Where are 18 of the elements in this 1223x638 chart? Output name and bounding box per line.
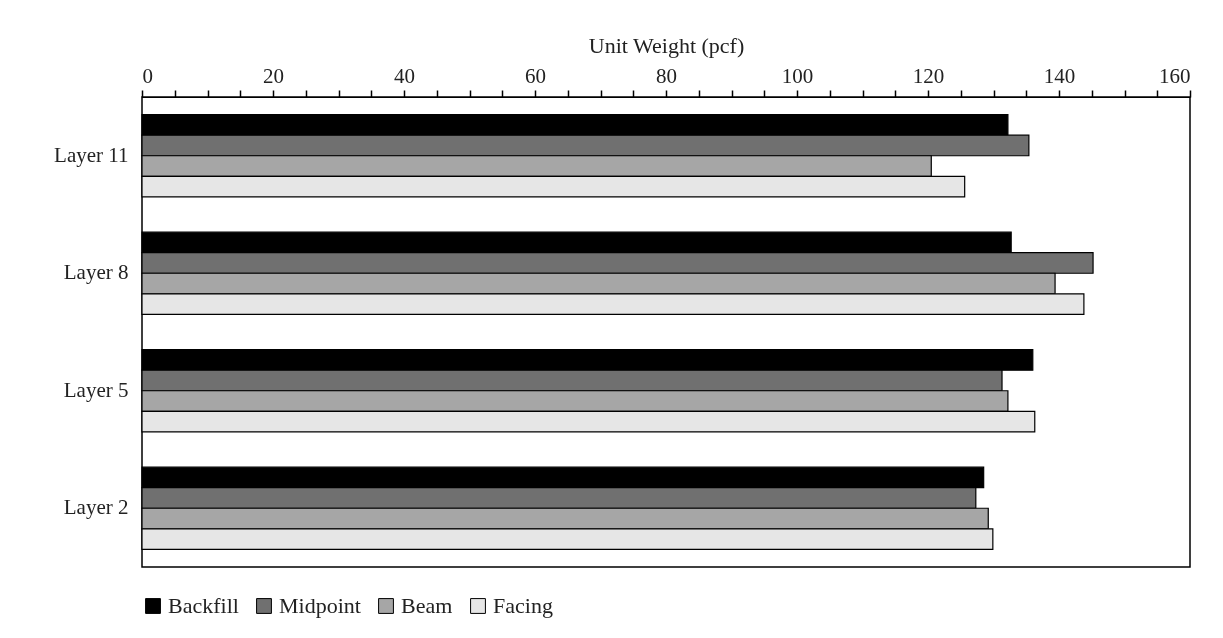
x-tick-label: 80	[656, 63, 677, 88]
legend-label: Backfill	[168, 593, 239, 618]
y-tick-label: Layer 2	[63, 495, 129, 520]
x-tick-label: 20	[263, 63, 284, 88]
x-tick-label: 0	[142, 63, 153, 88]
x-tick-label: 60	[525, 63, 546, 88]
y-tick-label: Layer 8	[63, 260, 129, 285]
legend-label: Beam	[401, 593, 453, 618]
x-axis-title: Unit Weight (pcf)	[588, 32, 745, 58]
y-tick-label: Layer 5	[63, 377, 129, 402]
y-tick-label: Layer 11	[54, 142, 129, 167]
legend-label: Midpoint	[279, 593, 361, 618]
x-tick-label: 100	[781, 63, 814, 88]
x-tick-label: 160	[1159, 63, 1191, 88]
legend-label: Facing	[493, 593, 553, 618]
x-tick-label: 120	[912, 63, 945, 88]
x-tick-label: 140	[1043, 63, 1076, 88]
x-tick-label: 40	[394, 63, 415, 88]
